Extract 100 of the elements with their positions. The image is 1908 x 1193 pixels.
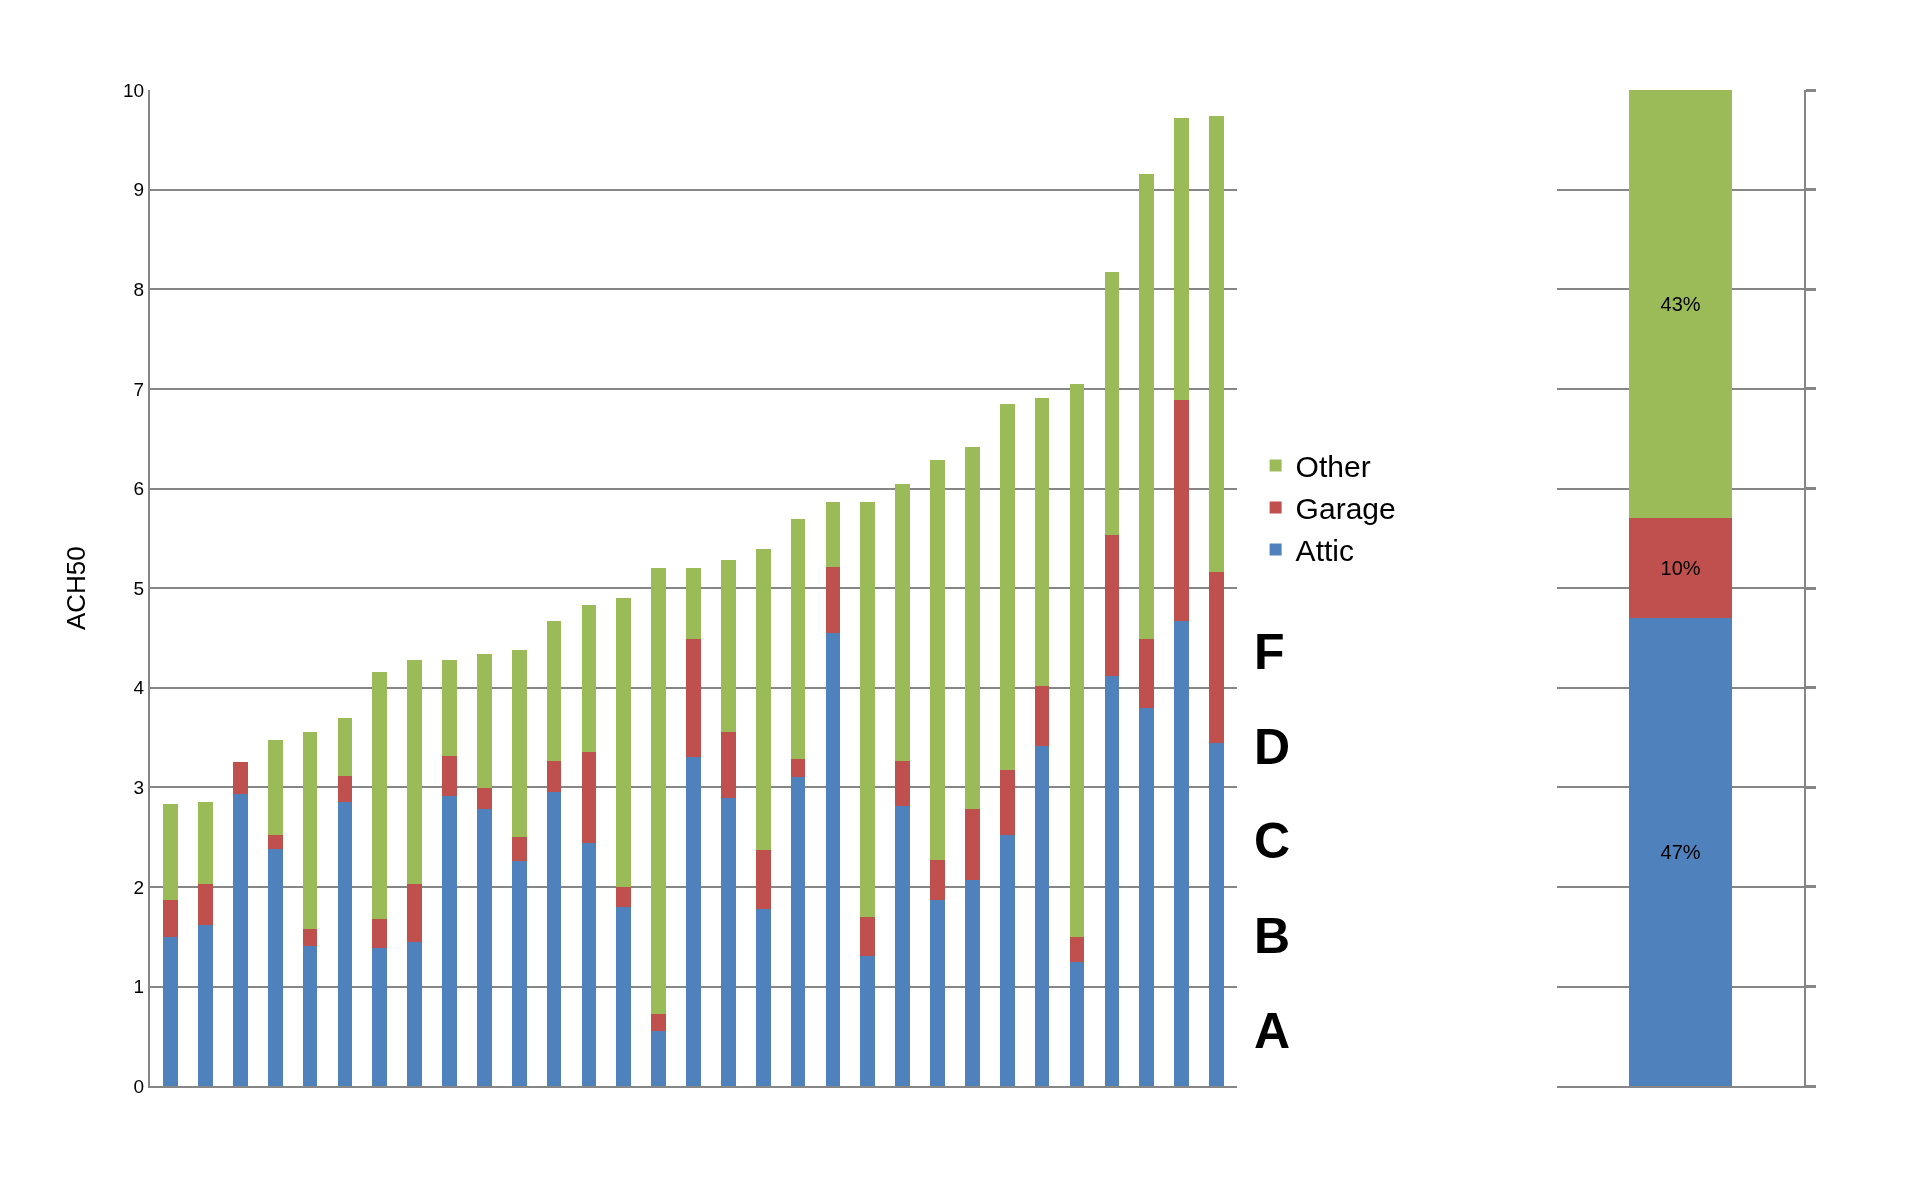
bar xyxy=(616,886,632,907)
bar xyxy=(930,459,945,861)
bar xyxy=(1034,745,1050,1087)
y-tick-label: 1 xyxy=(133,976,145,998)
y-tick-label: 6 xyxy=(133,478,145,500)
bar xyxy=(860,955,876,1087)
bar xyxy=(1139,638,1155,708)
bar xyxy=(895,806,910,1087)
bar xyxy=(546,761,562,793)
bar xyxy=(511,837,527,862)
bar xyxy=(1174,399,1189,622)
bar xyxy=(999,403,1015,771)
bar xyxy=(267,835,283,850)
bar xyxy=(686,568,701,639)
bar xyxy=(267,739,283,836)
bar xyxy=(477,653,492,789)
bar xyxy=(895,483,910,762)
bar xyxy=(1104,675,1120,1087)
bar xyxy=(581,843,597,1087)
text: A xyxy=(1254,1003,1291,1059)
bar xyxy=(198,924,213,1087)
data-label: 43% xyxy=(1660,293,1701,316)
legend-label: Other xyxy=(1295,450,1371,484)
bar xyxy=(337,717,353,777)
bar xyxy=(267,849,283,1087)
y-tick-label: 9 xyxy=(133,179,145,201)
bar xyxy=(407,659,422,884)
bar xyxy=(721,731,736,799)
bar xyxy=(163,899,178,937)
bar xyxy=(930,860,945,900)
bar xyxy=(999,835,1015,1087)
bar xyxy=(999,770,1015,836)
bar xyxy=(511,861,527,1087)
bar xyxy=(1069,936,1085,962)
bar xyxy=(1209,742,1224,1087)
text: D xyxy=(1254,719,1291,775)
bar xyxy=(546,792,562,1087)
bar xyxy=(686,757,701,1087)
bar xyxy=(1069,383,1085,937)
bar xyxy=(546,621,562,762)
bar xyxy=(1034,397,1050,686)
bar xyxy=(581,605,597,752)
bar xyxy=(1104,272,1120,536)
y-tick-label: 8 xyxy=(133,278,145,300)
data-label: 10% xyxy=(1660,557,1701,580)
bar xyxy=(755,549,771,851)
bar xyxy=(407,884,422,942)
bar xyxy=(442,796,457,1087)
bar xyxy=(198,884,213,925)
bar xyxy=(616,598,632,887)
bar xyxy=(407,941,422,1087)
bar xyxy=(233,762,248,795)
bar xyxy=(372,918,388,948)
bar xyxy=(198,802,213,884)
bar xyxy=(1209,115,1224,573)
legend-label: Garage xyxy=(1295,492,1396,526)
y-tick-label: 7 xyxy=(133,378,145,400)
bar xyxy=(337,802,353,1087)
y-tick-label: 4 xyxy=(133,677,145,699)
y-axis-title: ACH50 xyxy=(60,546,91,631)
bar xyxy=(860,916,876,956)
bar xyxy=(895,761,910,807)
bar xyxy=(302,928,318,946)
bar xyxy=(825,632,841,1087)
bar xyxy=(1139,173,1155,639)
y-tick-label: 10 xyxy=(122,79,145,101)
bar xyxy=(1139,707,1155,1087)
bar xyxy=(721,560,736,732)
bar xyxy=(686,638,701,758)
y-tick-label: 3 xyxy=(133,777,145,799)
bar xyxy=(477,788,492,810)
data-label: 47% xyxy=(1660,841,1701,864)
bar xyxy=(163,804,178,900)
bar xyxy=(651,568,666,1014)
bar xyxy=(233,794,248,1087)
bar xyxy=(372,947,388,1087)
bar xyxy=(965,446,980,810)
bar xyxy=(616,906,632,1087)
bar xyxy=(755,908,771,1087)
bar xyxy=(1209,572,1224,743)
bar xyxy=(372,671,388,919)
bar xyxy=(651,1031,666,1087)
y-tick-label: 5 xyxy=(133,577,145,599)
bar xyxy=(930,899,945,1087)
bar xyxy=(442,659,457,756)
bar xyxy=(302,945,318,1087)
bar xyxy=(1034,685,1050,746)
bar xyxy=(721,798,736,1087)
bar xyxy=(163,936,178,1087)
bar xyxy=(477,809,492,1087)
y-tick-label: 2 xyxy=(133,876,145,898)
text: F xyxy=(1254,624,1285,680)
bar xyxy=(755,850,771,909)
bar xyxy=(825,567,841,633)
bar xyxy=(790,759,806,778)
bar xyxy=(1174,621,1189,1087)
bar xyxy=(860,502,876,917)
y-tick-label: 0 xyxy=(133,1075,145,1097)
bar xyxy=(825,502,841,568)
text: B xyxy=(1254,908,1291,964)
